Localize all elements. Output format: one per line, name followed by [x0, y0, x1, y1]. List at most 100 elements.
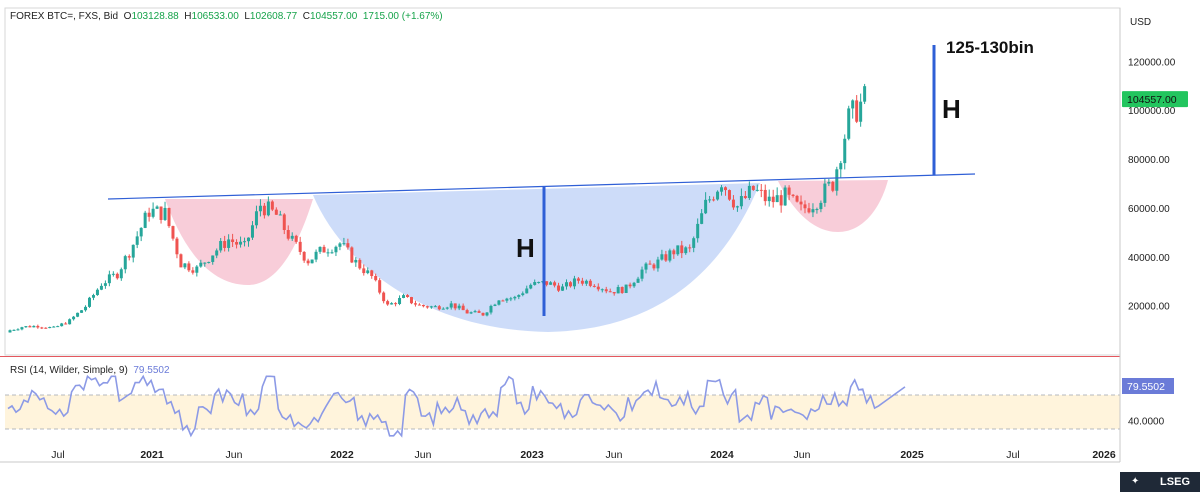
rsi-badge-text: 79.5502 [1127, 381, 1165, 393]
candle-body [207, 261, 211, 263]
candle-body [163, 207, 167, 220]
candle-body [159, 206, 163, 220]
candle-body [147, 212, 151, 217]
high-label: H [184, 11, 192, 22]
candle-body [461, 305, 465, 311]
lseg-logo-text: LSEG [1160, 476, 1190, 488]
candle-body [103, 283, 107, 286]
height-label-right: H [942, 94, 961, 124]
candle-body [576, 278, 580, 281]
candle-body [747, 185, 751, 199]
candle-body [394, 303, 398, 305]
time-tick-label: 2021 [140, 449, 164, 461]
candle-body [95, 289, 99, 296]
candle-body [24, 326, 28, 328]
candle-body [863, 86, 867, 102]
candle-body [477, 311, 481, 313]
candle-body [433, 306, 437, 308]
candle-body [270, 201, 274, 210]
candle-body [847, 108, 851, 139]
price-pane[interactable] [4, 7, 1121, 356]
candle-body [803, 204, 807, 209]
candle-body [374, 276, 378, 281]
candle-body [417, 304, 421, 306]
candle-body [445, 307, 449, 309]
rsi-pane[interactable] [5, 374, 1120, 438]
candle-body [517, 295, 521, 297]
time-tick-label: 2024 [710, 449, 734, 461]
candle-body [791, 194, 795, 196]
candle-body [151, 208, 155, 217]
candle-body [469, 312, 473, 314]
branding-bar [1120, 472, 1200, 492]
candle-body [8, 330, 12, 333]
candle-body [266, 201, 270, 216]
candle-body [247, 237, 250, 242]
time-tick-label: 2025 [900, 449, 924, 461]
candle-body [52, 326, 56, 328]
candle-body [354, 259, 358, 263]
candle-body [739, 196, 743, 207]
candle-body [32, 325, 36, 328]
candle-body [680, 245, 684, 254]
candle-body [406, 295, 409, 298]
time-tick-label: Jun [415, 449, 432, 461]
candle-body [88, 297, 91, 307]
candle-body [628, 284, 632, 287]
candle-body [262, 205, 266, 216]
candle-body [620, 287, 624, 293]
candle-body [811, 209, 815, 213]
candle-body [107, 274, 111, 284]
cup-shape [313, 183, 760, 332]
candle-body [310, 259, 314, 264]
candle-body [819, 202, 823, 210]
candle-body [306, 260, 310, 264]
candle-body [561, 286, 565, 291]
last-price-badge [1122, 91, 1188, 108]
candle-body [302, 251, 306, 261]
candle-body [600, 289, 604, 291]
candle-body [644, 263, 648, 270]
candle-body [370, 270, 374, 277]
candle-body [449, 303, 453, 308]
candle-body [231, 239, 235, 243]
currency-label: USD [1130, 17, 1151, 28]
candle-body [731, 199, 735, 208]
candle-body [274, 209, 278, 215]
candle-body [493, 304, 497, 306]
candle-body [258, 205, 262, 212]
candle-body [692, 238, 696, 248]
candle-body [453, 303, 457, 309]
candle-body [60, 323, 64, 327]
height-label-center: H [516, 233, 535, 263]
candle-body [421, 304, 425, 307]
price-tick-label: 20000.00 [1128, 302, 1170, 313]
candle-body [99, 285, 103, 290]
time-tick-label: 2023 [520, 449, 544, 461]
candle-body [119, 269, 123, 279]
candle-body [580, 280, 584, 284]
candle-body [362, 268, 366, 274]
candle-body [783, 187, 787, 206]
candle-body [338, 243, 342, 247]
candle-body [851, 100, 855, 109]
rsi-label: RSI (14, Wilder, Simple, 9) [10, 365, 128, 376]
candle-body [64, 323, 68, 325]
lseg-logo-icon: ✦ [1131, 476, 1140, 487]
candle-body [203, 262, 207, 264]
candle-body [584, 280, 588, 284]
candle-body [608, 291, 612, 293]
candle-body [334, 246, 338, 253]
candle-body [775, 195, 779, 203]
candle-body [592, 285, 596, 287]
candle-body [123, 256, 127, 270]
candle-body [497, 300, 501, 305]
candle-body [143, 212, 147, 228]
candle-body [28, 326, 32, 328]
candle-body [807, 208, 811, 213]
candle-body [286, 229, 290, 239]
candle-body [735, 206, 739, 208]
candle-body [131, 244, 135, 258]
candle-body [501, 300, 505, 302]
candle-body [437, 306, 441, 310]
